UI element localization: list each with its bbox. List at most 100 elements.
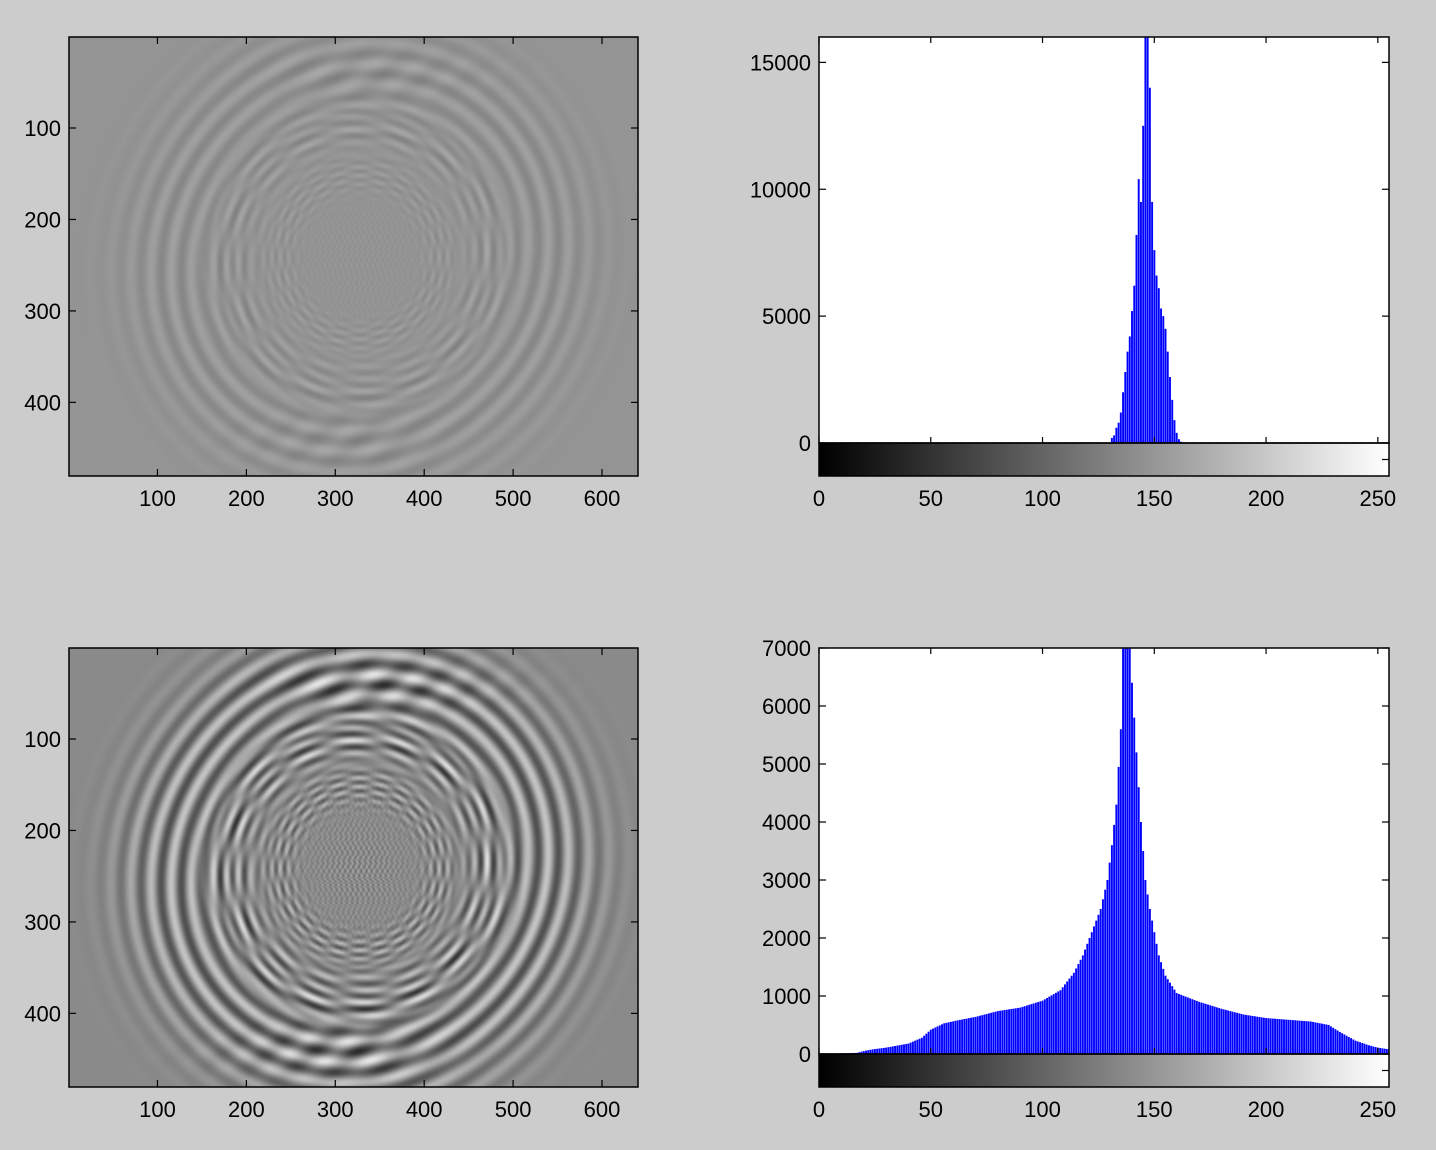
histogram-bar: [1023, 1006, 1026, 1054]
histogram-bar: [1160, 308, 1163, 443]
x-tick-label: 100: [139, 1097, 176, 1122]
x-tick-label: 250: [1359, 1097, 1396, 1122]
histogram-bar: [1204, 1003, 1207, 1054]
histogram-bar: [1202, 1003, 1205, 1054]
histogram-bar: [1383, 1048, 1386, 1054]
histogram-bar: [1189, 998, 1192, 1054]
histogram-bar: [1350, 1038, 1353, 1054]
histogram-bar: [1151, 920, 1154, 1054]
histogram-bar: [1334, 1029, 1337, 1054]
histogram-bar: [1251, 1015, 1254, 1054]
histogram-bar: [1139, 201, 1142, 443]
histogram-bar: [1119, 729, 1122, 1054]
histogram-bar: [1090, 932, 1093, 1054]
axes-box: [68, 647, 639, 1088]
image-data: [69, 648, 638, 1087]
histogram-bar: [1032, 1003, 1035, 1054]
histogram-bar: [1211, 1005, 1214, 1054]
histogram-bar: [889, 1046, 892, 1054]
histogram-bar: [1220, 1008, 1223, 1054]
x-tick-label: 400: [406, 1097, 443, 1122]
axes-box: [818, 647, 1390, 1055]
histogram-bar: [965, 1018, 968, 1054]
histogram-bar: [1142, 125, 1145, 443]
histogram-bar: [1034, 1002, 1037, 1054]
histogram-bar: [961, 1019, 964, 1054]
histogram-bar: [1113, 824, 1116, 1054]
histogram-bar: [1332, 1027, 1335, 1054]
histogram-bar: [1367, 1045, 1370, 1054]
histogram-bar: [1271, 1018, 1274, 1054]
histogram-bar: [1030, 1004, 1033, 1054]
histogram-bar: [1365, 1044, 1368, 1054]
histogram-bar: [967, 1018, 970, 1054]
histogram-bar: [956, 1020, 959, 1054]
histogram-bar: [1115, 804, 1118, 1054]
histogram-bar: [936, 1026, 939, 1054]
histogram-bar: [1363, 1043, 1366, 1054]
histogram-bar: [1222, 1009, 1225, 1054]
histogram-bar: [1175, 432, 1178, 443]
y-tick-label: 100: [24, 727, 61, 752]
histogram-bar: [1370, 1045, 1373, 1054]
histogram-bar: [1153, 932, 1156, 1054]
histogram-bar: [983, 1014, 986, 1054]
histogram-bar: [945, 1022, 948, 1054]
histogram-bar: [1014, 1008, 1017, 1054]
histogram-bar: [1146, 894, 1149, 1054]
y-tick-label: 400: [24, 390, 61, 415]
histogram-bar: [1316, 1022, 1319, 1054]
histogram-bar: [1131, 311, 1133, 443]
histogram-bar: [1258, 1016, 1261, 1054]
histogram-bar: [1260, 1017, 1263, 1054]
grayscale-colorbar: [819, 1054, 1389, 1087]
histogram-bar: [1151, 201, 1154, 443]
histogram-bar: [1374, 1047, 1377, 1054]
histogram-bar: [1262, 1017, 1265, 1054]
histogram-bar: [1338, 1031, 1341, 1054]
histogram-bar: [1164, 975, 1167, 1054]
histogram-bar: [1307, 1021, 1310, 1054]
histogram-bar: [894, 1045, 897, 1054]
histogram-bar: [999, 1010, 1002, 1054]
y-tick-label: 10000: [750, 177, 811, 202]
histogram-bar: [1303, 1020, 1306, 1054]
histogram-bar: [1093, 926, 1095, 1054]
histogram-bar: [1117, 422, 1120, 443]
histogram-bar: [1200, 1002, 1203, 1054]
histogram-bar: [1249, 1015, 1252, 1054]
histogram-bar: [1191, 999, 1194, 1054]
histogram-bar: [1010, 1008, 1013, 1054]
histogram-bar: [1128, 648, 1131, 1054]
histogram-bar: [1325, 1024, 1328, 1054]
histogram-bar: [952, 1021, 955, 1054]
x-tick-label: 200: [1248, 486, 1285, 511]
histogram-bar: [1352, 1039, 1355, 1054]
x-tick-label: 250: [1359, 486, 1396, 511]
histogram-bar: [1019, 1007, 1022, 1054]
histogram-bar: [1135, 752, 1138, 1054]
histogram-bar: [1233, 1012, 1236, 1054]
histogram-bar: [1079, 959, 1082, 1054]
y-tick-label: 0: [799, 431, 811, 456]
y-tick-label: 5000: [762, 752, 811, 777]
histogram-bar: [918, 1038, 921, 1054]
x-tick-label: 100: [139, 486, 176, 511]
histogram-bar: [1343, 1034, 1346, 1054]
histogram-bar: [1184, 996, 1187, 1054]
histogram-bar: [876, 1048, 879, 1054]
histogram-bar: [1321, 1023, 1323, 1054]
histogram-bar: [1247, 1015, 1250, 1054]
axes-box: [68, 36, 639, 477]
y-tick-label: 7000: [762, 636, 811, 661]
histogram-bar: [1008, 1009, 1011, 1054]
histogram-bar: [1312, 1021, 1315, 1054]
histogram-bar: [1345, 1035, 1348, 1054]
histogram-bar: [1296, 1020, 1299, 1054]
histogram-bar: [954, 1020, 957, 1054]
histogram-bar: [1095, 920, 1098, 1054]
histogram-bar: [1361, 1042, 1364, 1054]
histogram-bar: [1289, 1019, 1292, 1054]
histogram-bar: [976, 1016, 979, 1054]
